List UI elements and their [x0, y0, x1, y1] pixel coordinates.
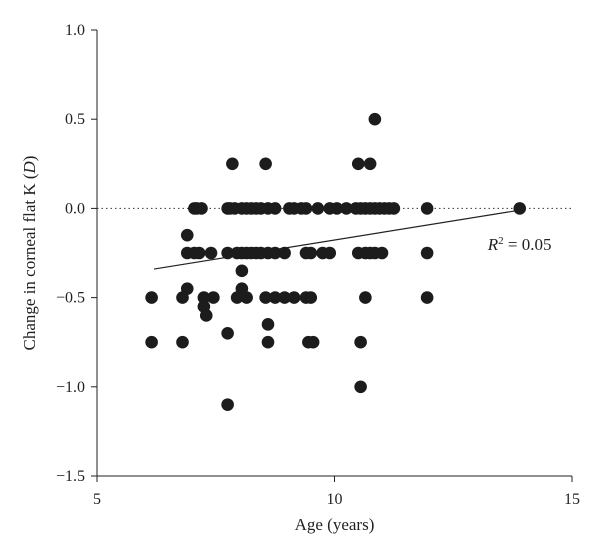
r-squared-base: R [487, 235, 499, 254]
data-point [145, 291, 158, 304]
data-point [354, 335, 367, 349]
y-tick-label: −0.5 [56, 290, 85, 307]
y-tick-label: 0.5 [65, 111, 85, 128]
x-tick-label: 10 [327, 491, 343, 508]
data-point [204, 246, 218, 260]
data-point [221, 398, 234, 411]
data-point [311, 202, 325, 215]
data-point [340, 202, 353, 215]
data-point [351, 157, 365, 171]
data-point [513, 202, 527, 215]
data-point [268, 202, 282, 215]
data-point [268, 291, 282, 304]
y-tick-label: −1.5 [56, 468, 85, 485]
data-point [268, 246, 282, 260]
data-point [420, 246, 434, 260]
data-point [278, 291, 291, 304]
data-point [368, 112, 382, 126]
x-tick-label: 5 [93, 491, 101, 508]
data-point [197, 291, 211, 304]
data-point [180, 282, 194, 295]
data-point [304, 246, 318, 260]
data-point [299, 202, 313, 215]
x-axis-title: Age (years) [295, 515, 375, 534]
y-tick-label: −1.0 [56, 379, 85, 396]
r-squared-annotation: R2 = 0.05 [487, 235, 552, 254]
y-axis-title-unit: D [20, 160, 39, 174]
y-axis-title-close: ) [20, 156, 39, 162]
data-point [323, 246, 337, 260]
data-point [354, 380, 367, 394]
data-points [145, 112, 527, 411]
data-point [226, 157, 239, 171]
data-point [240, 291, 253, 304]
x-tick-label: 15 [564, 491, 580, 508]
data-point [176, 335, 189, 349]
r-squared-value: = 0.05 [504, 235, 552, 254]
data-point [375, 246, 389, 260]
y-tick-label: 1.0 [65, 22, 85, 39]
data-point [221, 246, 234, 260]
data-point [259, 157, 272, 171]
data-point [195, 202, 208, 215]
data-point [199, 309, 213, 322]
x-ticks: 5 10 15 [93, 476, 580, 508]
data-point [207, 291, 220, 304]
data-point [221, 326, 234, 340]
data-point [304, 291, 318, 304]
data-point [278, 246, 291, 260]
data-point [420, 202, 434, 215]
data-point [387, 202, 401, 215]
trendline [153, 209, 520, 270]
data-point [180, 228, 194, 242]
data-point [261, 318, 275, 331]
data-point [287, 291, 301, 304]
y-ticks: 1.0 0.5 0.0 −0.5 −1.0 −1.5 [56, 22, 97, 485]
y-tick-label: 0.0 [65, 200, 85, 217]
data-point [306, 335, 320, 349]
data-point [359, 291, 372, 304]
data-point [235, 264, 249, 278]
data-point [192, 246, 206, 260]
r-squared-sup: 2 [498, 235, 504, 247]
data-point [259, 291, 272, 304]
y-axis-title-main: Change in corneal flat K ( [20, 173, 39, 350]
data-point [145, 335, 158, 349]
y-axis-title: Change in corneal flat K (D) [20, 156, 39, 351]
data-point [363, 157, 377, 171]
data-point [420, 291, 434, 304]
data-point [330, 202, 344, 215]
trendline-layer [153, 209, 520, 270]
data-point [261, 335, 275, 349]
